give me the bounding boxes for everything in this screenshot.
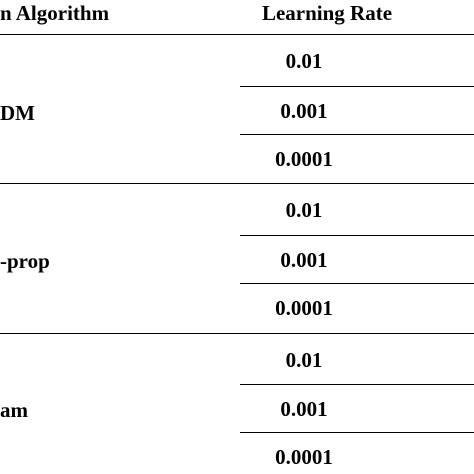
learning-rate-cell: 0.01 [285, 198, 323, 222]
header-learning-rate: Learning Rate [261, 1, 393, 25]
learning-rate-cell: 0.001 [280, 99, 328, 123]
group-rule [0, 333, 474, 334]
algorithm-cell: am [0, 398, 28, 422]
group-rule [0, 183, 474, 184]
learning-rate-cell: 0.001 [280, 397, 328, 421]
row-rule [240, 283, 474, 284]
learning-rate-cell: 0.01 [285, 348, 323, 372]
row-rule [240, 235, 474, 236]
header-algorithm: n Algorithm [0, 1, 110, 25]
row-rule [240, 432, 474, 433]
learning-rate-cell: 0.001 [280, 248, 328, 272]
learning-rate-cell: 0.0001 [275, 147, 333, 171]
learning-rate-cell: 0.0001 [275, 445, 333, 469]
row-rule [240, 86, 474, 87]
row-rule [240, 384, 474, 385]
algorithm-cell: -prop [0, 249, 50, 273]
header-rule [0, 34, 474, 35]
row-rule [240, 134, 474, 135]
learning-rate-cell: 0.01 [285, 49, 323, 73]
learning-rate-cell: 0.0001 [275, 296, 333, 320]
algorithm-cell: DM [0, 101, 35, 125]
